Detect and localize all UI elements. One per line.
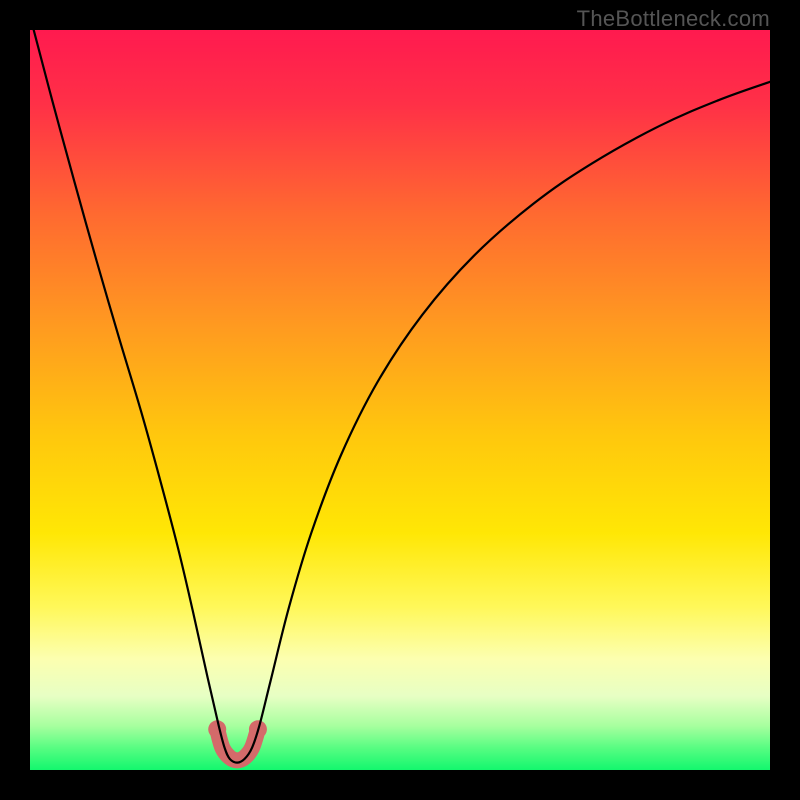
chart-curve-line xyxy=(34,30,770,763)
chart-plot-area xyxy=(30,30,770,770)
watermark-text: TheBottleneck.com xyxy=(577,6,770,32)
chart-curve-layer xyxy=(30,30,770,770)
